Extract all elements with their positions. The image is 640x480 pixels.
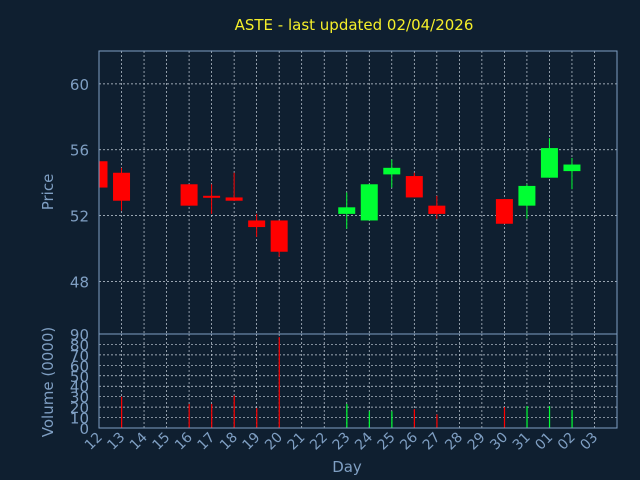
x-tick-label: 01 [532,430,556,454]
x-tick-label: 24 [352,429,376,453]
volume-bar [571,410,573,428]
volume-tick-label: 30 [70,389,89,407]
x-tick-label: 03 [577,430,601,454]
volume-bar [526,406,528,428]
candle-body [225,197,243,201]
candle-body [270,220,288,252]
x-tick-label: 14 [127,429,151,453]
chart-title: ASTE - last updated 02/04/2026 [235,16,474,34]
candle-body [428,205,446,214]
x-tick-label: 02 [555,430,579,454]
frame-layer [98,50,618,429]
x-tick-label: 25 [375,430,399,454]
x-axis-label: Day [332,458,362,476]
candle-body [540,148,558,178]
grid-layer [99,51,617,428]
price-plot-frame [98,50,618,335]
x-tick-label: 31 [510,430,534,454]
x-tick-label: 27 [420,430,444,454]
volume-bar [278,337,280,428]
candle-body [338,207,356,214]
x-tick-label: 29 [465,430,489,454]
candle-body [113,172,131,201]
x-tick-label: 21 [285,430,309,454]
x-tick-label: 15 [149,430,173,454]
price-tick-label: 48 [70,273,89,291]
candle-body [563,164,581,172]
volume-tick-label: 10 [70,410,89,428]
price-tick-label: 56 [70,142,89,160]
volume-bar [211,403,213,428]
volume-bar [413,409,416,428]
volume-bar [548,406,551,428]
candle-body [203,195,221,198]
volume-tick-label: 70 [70,347,89,365]
x-tick-label: 19 [240,430,264,454]
volume-axis-label: Volume (0000) [39,327,57,437]
volume-tick-label: 90 [70,326,89,344]
x-tick-label: 28 [442,430,466,454]
marks-layer [98,138,581,428]
price-axis-label: Price [39,174,57,211]
x-tick-label: 18 [217,430,241,454]
candle-body [99,161,108,188]
candle-body [383,167,401,175]
volume-bar [346,403,348,428]
x-tick-label: 17 [195,430,219,454]
volume-tick-label: 60 [70,357,89,375]
price-tick-label: 60 [70,76,89,94]
volume-bar [436,414,438,428]
volume-bar [503,407,506,428]
x-tick-label: 22 [307,430,331,454]
candle-body [518,185,536,206]
candle-body [360,184,378,221]
volume-bar [121,396,123,428]
volume-plot-frame [98,333,618,429]
price-tick-label: 52 [70,208,89,226]
x-tick-label: 26 [397,429,421,453]
candle-body [405,176,423,198]
x-tick-label: 20 [262,430,286,454]
volume-bar [188,403,190,428]
volume-tick-label: 20 [70,399,89,417]
candle-body [495,199,513,224]
candle-body [248,220,266,228]
volume-tick-label: 50 [70,368,89,386]
volume-bar [391,411,393,428]
x-tick-label: 23 [330,430,354,454]
volume-tick-label: 80 [70,336,89,354]
volume-tick-label: 0 [79,420,89,438]
candle-body [180,184,198,206]
volume-bar [256,408,258,428]
volume-tick-label: 40 [70,378,89,396]
volume-bar [233,395,235,428]
volume-bar [368,411,370,428]
x-tick-label: 16 [172,429,196,453]
x-tick-label: 30 [487,430,511,454]
x-tick-label: 13 [104,430,128,454]
